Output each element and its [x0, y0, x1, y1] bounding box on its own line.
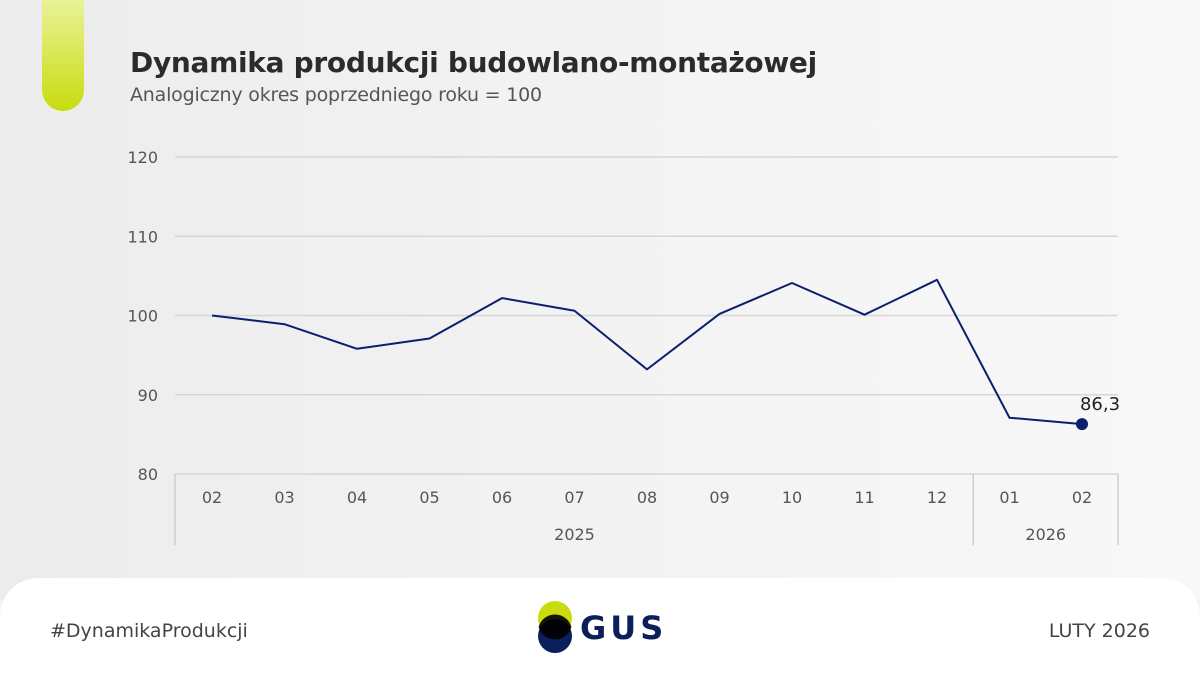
data-label-last: 86,3: [1080, 394, 1120, 415]
y-tick-label: 110: [127, 227, 158, 246]
background: [0, 0, 1200, 600]
data-point-last: [1076, 418, 1088, 431]
x-tick-label: 10: [782, 488, 802, 507]
x-tick-label: 03: [274, 488, 294, 507]
gus-logo-text: GUS: [580, 609, 668, 647]
series-line: [211, 278, 1083, 426]
gus-logo-icon: [538, 601, 572, 653]
x-tick-label: 09: [709, 488, 729, 507]
x-tick-label: 02: [202, 488, 222, 507]
chart-subtitle: Analogiczny okres poprzedniego roku = 10…: [130, 84, 542, 106]
x-tick-label: 01: [999, 488, 1019, 507]
publication-date: LUTY 2026: [1048, 620, 1150, 642]
x-tick-label: 06: [492, 488, 512, 507]
x-tick-label: 02: [1072, 488, 1092, 507]
x-tick-label: 04: [347, 488, 367, 507]
hashtag[interactable]: #DynamikaProdukcji: [50, 620, 248, 642]
footer: [0, 578, 1200, 675]
x-group-label: 2026: [1025, 525, 1066, 544]
y-tick-label: 120: [127, 148, 158, 167]
accent-tab: [42, 0, 84, 111]
x-tick-label: 11: [854, 488, 874, 507]
x-tick-label: 05: [419, 488, 439, 507]
y-tick-label: 100: [127, 307, 158, 326]
x-tick-label: 07: [564, 488, 584, 507]
y-tick-label: 90: [138, 386, 158, 405]
x-tick-label: 12: [927, 488, 947, 507]
chart-title: Dynamika produkcji budowlano-montażowej: [130, 46, 817, 79]
x-tick-label: 08: [637, 488, 657, 507]
line-chart: 80 90 100 110 120 02 03 04 05 06 07 08 09 10 11 12 01 02 2…: [127, 148, 1120, 545]
y-tick-label: 80: [138, 465, 158, 484]
x-group-label: 2025: [554, 525, 595, 544]
